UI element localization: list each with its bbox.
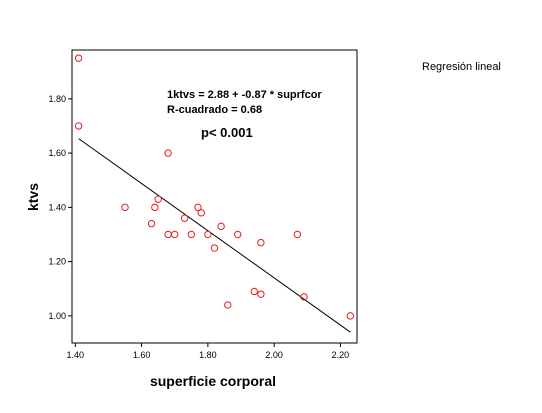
data-point [300, 293, 308, 301]
data-point [204, 230, 212, 239]
y-tick-label: 1.60 [48, 148, 66, 158]
data-point [74, 122, 83, 130]
data-point [217, 222, 225, 231]
data-point [154, 195, 162, 203]
r-squared-label: R-cuadrado = 0.68 [167, 104, 262, 116]
x-tick-label: 1.40 [67, 350, 85, 360]
data-point [210, 244, 219, 252]
data-point [197, 209, 205, 217]
y-tick-label: 1.80 [48, 94, 66, 104]
data-point [171, 230, 179, 239]
data-point [180, 214, 189, 222]
x-tick-label: 1.60 [133, 350, 151, 360]
x-tick-label: 1.80 [199, 350, 217, 360]
data-points [74, 54, 355, 320]
y-tick-label: 1.00 [48, 311, 66, 321]
data-point [147, 219, 156, 228]
y-tick-label: 1.20 [48, 257, 66, 267]
y-tick-label: 1.40 [48, 202, 66, 212]
data-point [346, 312, 355, 320]
data-point [224, 301, 232, 309]
data-point [257, 290, 265, 298]
data-point [187, 230, 196, 239]
regression-equation: 1ktvs = 2.88 + -0.87 * suprfcor [167, 89, 322, 101]
x-tick-label: 2.20 [332, 350, 350, 360]
data-point [151, 203, 159, 212]
x-axis-title: superficie corporal [150, 373, 276, 389]
data-point [164, 149, 172, 157]
p-value-label: p< 0.001 [201, 125, 253, 140]
y-axis: 1.00 1.20 1.40 1.60 1.80 [48, 94, 72, 321]
data-point [233, 230, 242, 239]
x-axis: 1.40 1.60 1.80 2.00 2.20 [67, 343, 350, 360]
data-point [257, 238, 265, 247]
plot-frame [71, 49, 358, 344]
y-axis-title: ktvs [25, 183, 41, 211]
x-tick-label: 2.00 [265, 350, 283, 360]
data-point [121, 203, 129, 212]
data-point [250, 287, 258, 296]
legend-label: Regresión lineal [422, 61, 501, 73]
data-point [293, 230, 302, 239]
data-point [194, 203, 202, 212]
data-point [74, 54, 83, 62]
